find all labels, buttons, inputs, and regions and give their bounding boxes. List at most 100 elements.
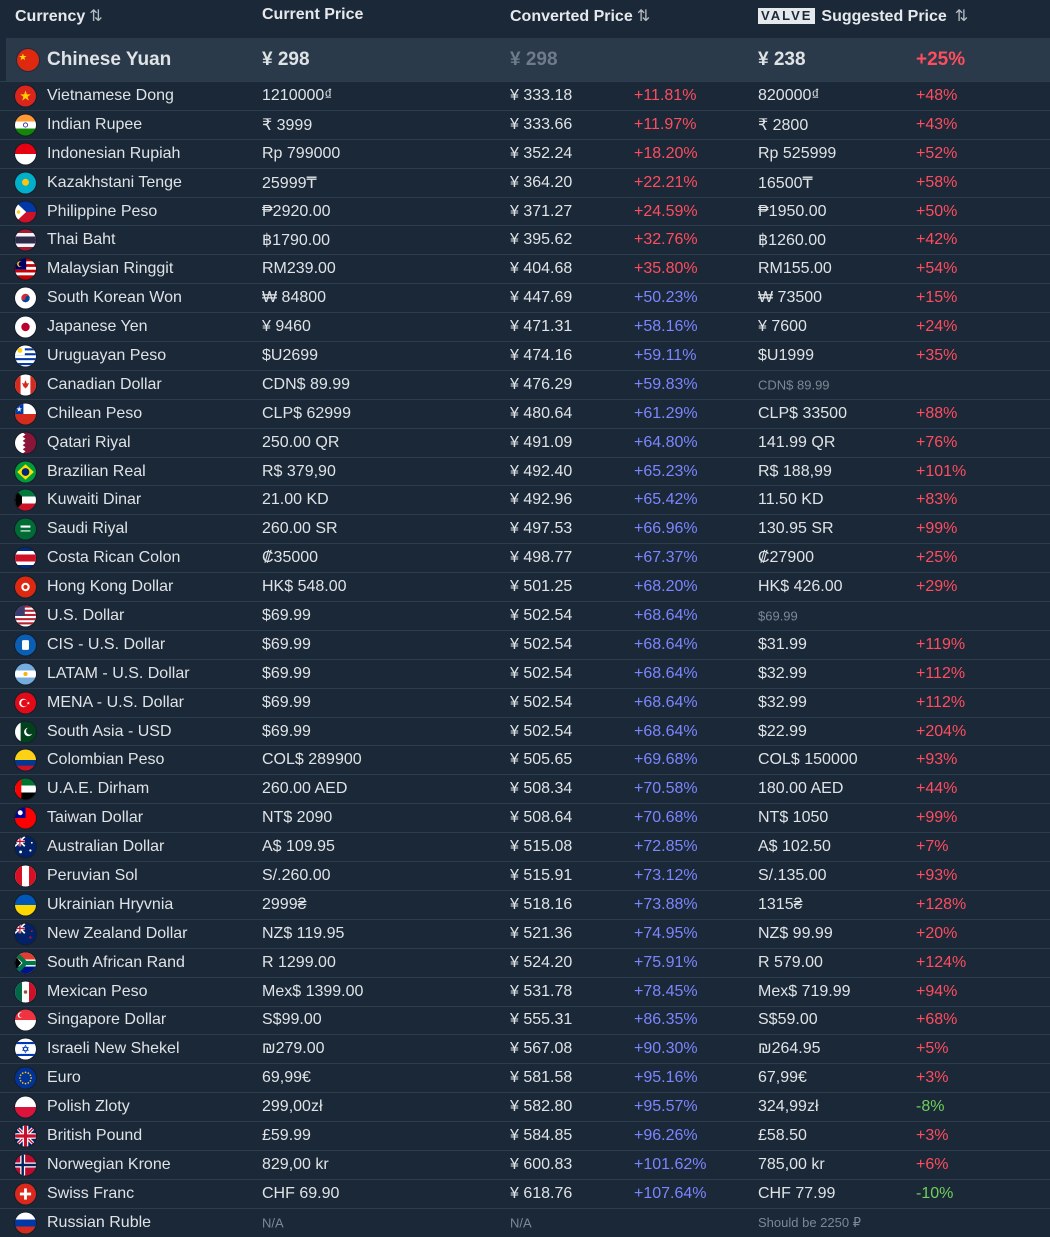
suggested-price-column-header[interactable]: VALVE Suggested Price ⇅ bbox=[758, 6, 968, 26]
currency-row[interactable]: Indonesian Rupiah Rp 799000 ¥ 352.24 +18.20… bbox=[0, 138, 1050, 168]
converted-price: ¥ 502.54 bbox=[510, 635, 573, 653]
currency-row[interactable]: Kazakhstani Tenge 25999₸ ¥ 364.20 +22.21% 16… bbox=[0, 167, 1050, 197]
converted-diff-percent: +107.64% bbox=[634, 1184, 707, 1202]
converted-diff-percent: +90.30% bbox=[634, 1040, 698, 1058]
converted-price: ¥ 476.29 bbox=[510, 375, 573, 393]
currency-row[interactable]: Uruguayan Peso $U2699 ¥ 474.16 +59.11% $U199… bbox=[0, 341, 1050, 370]
currency-row[interactable]: CIS - U.S. Dollar $69.99 ¥ 502.54 +68.64% $3… bbox=[0, 629, 1050, 659]
suggested-price: S/.135.00 bbox=[758, 866, 827, 884]
current-price: $69.99 bbox=[262, 722, 311, 740]
currency-row[interactable]: Brazilian Real R$ 379,90 ¥ 492.40 +65.23% R$… bbox=[0, 456, 1050, 486]
converted-diff-percent: +69.68% bbox=[634, 751, 698, 769]
base-currency-row[interactable]: Chinese Yuan ¥ 298 ¥ 298 ¥ 238 +25% bbox=[6, 38, 1050, 81]
suggested-header-label: Suggested Price bbox=[821, 8, 947, 25]
currency-row[interactable]: Euro 69,99€ ¥ 581.58 +95.16% 67,99€ +3% bbox=[0, 1063, 1050, 1092]
th-flag-icon bbox=[15, 229, 36, 251]
currency-row[interactable]: Kuwaiti Dinar 21.00 KD ¥ 492.96 +65.42% 11.5… bbox=[0, 485, 1050, 514]
suggested-price: A$ 102.50 bbox=[758, 838, 831, 856]
ae-flag-icon bbox=[15, 778, 36, 800]
pe-flag-icon bbox=[15, 865, 36, 887]
suggested-price: $U1999 bbox=[758, 346, 815, 364]
converted-price: ¥ 471.31 bbox=[510, 318, 573, 336]
current-price-column-header: Current Price bbox=[262, 6, 364, 23]
currency-row[interactable]: Mexican Peso Mex$ 1399.00 ¥ 531.78 +78.45% M… bbox=[0, 976, 1050, 1006]
currency-name: Malaysian Ringgit bbox=[47, 260, 174, 278]
sort-icon[interactable]: ⇅ bbox=[954, 8, 969, 25]
currency-row[interactable]: Australian Dollar A$ 109.95 ¥ 515.08 +72.85… bbox=[0, 832, 1050, 861]
currency-row[interactable]: Thai Baht ฿1790.00 ¥ 395.62 +32.76% ฿1260.00… bbox=[0, 225, 1050, 254]
suggested-price: ฿1260.00 bbox=[758, 232, 827, 250]
currency-row[interactable]: Indian Rupee ₹ 3999 ¥ 333.66 +11.97% ₹ 2800 +… bbox=[0, 109, 1050, 139]
suggested-percent: +94% bbox=[916, 982, 958, 1000]
currency-row[interactable]: New Zealand Dollar NZ$ 119.95 ¥ 521.36 +74.… bbox=[0, 918, 1050, 948]
currency-row[interactable]: MENA - U.S. Dollar $69.99 ¥ 502.54 +68.64% $… bbox=[0, 687, 1050, 717]
current-price: NZ$ 119.95 bbox=[262, 924, 345, 942]
current-price: ¥ 298 bbox=[262, 48, 310, 70]
currency-column-header[interactable]: Currency ⇅ bbox=[15, 6, 103, 26]
il-flag-icon bbox=[15, 1038, 36, 1060]
suggested-percent: -8% bbox=[916, 1098, 945, 1116]
converted-price: ¥ 395.62 bbox=[510, 231, 573, 249]
converted-price: ¥ 492.40 bbox=[510, 462, 573, 480]
current-price: HK$ 548.00 bbox=[262, 578, 347, 596]
currency-row[interactable]: U.A.E. Dirham 260.00 AED ¥ 508.34 +70.58% 18… bbox=[0, 774, 1050, 803]
currency-name: Saudi Riyal bbox=[47, 520, 128, 538]
suggested-price: ¥ 238 bbox=[758, 48, 806, 70]
currency-row[interactable]: Japanese Yen ¥ 9460 ¥ 471.31 +58.16% ¥ 7600 +… bbox=[0, 312, 1050, 341]
currency-row[interactable]: British Pound £59.99 ¥ 584.85 +96.26% £58.50… bbox=[0, 1121, 1050, 1150]
currency-row[interactable]: Singapore Dollar S$99.00 ¥ 555.31 +86.35% S$… bbox=[0, 1005, 1050, 1035]
currency-row[interactable]: Philippine Peso ₱2920.00 ¥ 371.27 +24.59% ₱1… bbox=[0, 196, 1050, 226]
suggested-percent: +112% bbox=[916, 693, 966, 711]
converted-diff-percent: +68.64% bbox=[634, 635, 698, 653]
currency-row[interactable]: Qatari Riyal 250.00 QR ¥ 491.09 +64.80% 141.… bbox=[0, 427, 1050, 457]
currency-row[interactable]: Polish Zloty 299,00zł ¥ 582.80 +95.57% 324,9… bbox=[0, 1092, 1050, 1121]
currency-name: U.S. Dollar bbox=[47, 606, 125, 624]
currency-row[interactable]: Saudi Riyal 260.00 SR ¥ 497.53 +66.96% 130.9… bbox=[0, 514, 1050, 543]
kr-flag-icon bbox=[15, 287, 36, 309]
converted-price: ¥ 505.65 bbox=[510, 751, 573, 769]
converted-diff-percent: +66.96% bbox=[634, 520, 698, 538]
sort-icon[interactable]: ⇅ bbox=[89, 8, 103, 25]
currency-row[interactable]: Colombian Peso COL$ 289900 ¥ 505.65 +69.68%… bbox=[0, 745, 1050, 774]
currency-name: South Korean Won bbox=[47, 289, 182, 307]
currency-name: Kuwaiti Dinar bbox=[47, 491, 142, 509]
suggested-percent: +25% bbox=[916, 549, 958, 567]
gb-flag-icon bbox=[15, 1125, 36, 1147]
currency-row[interactable]: South Asia - USD $69.99 ¥ 502.54 +68.64% $22… bbox=[0, 716, 1050, 746]
converted-price: ¥ 497.53 bbox=[510, 520, 573, 538]
currency-row[interactable]: Russian Ruble N/A N/A Should be 2250 ₽ bbox=[0, 1207, 1050, 1237]
currency-row[interactable]: Ukrainian Hryvnia 2999₴ ¥ 518.16 +73.88% 131… bbox=[0, 889, 1050, 919]
converted-price: ¥ 584.85 bbox=[510, 1127, 573, 1144]
converted-price: ¥ 502.54 bbox=[510, 693, 573, 711]
converted-price: ¥ 518.16 bbox=[510, 895, 573, 913]
ar-flag-icon bbox=[15, 663, 36, 685]
currency-row[interactable]: Norwegian Krone 829,00 kr ¥ 600.83 +101.62%… bbox=[0, 1149, 1050, 1179]
converted-price-column-header[interactable]: Converted Price ⇅ bbox=[510, 6, 650, 26]
currency-row[interactable]: Hong Kong Dollar HK$ 548.00 ¥ 501.25 +68.20… bbox=[0, 572, 1050, 601]
currency-row[interactable]: Vietnamese Dong 1210000₫ ¥ 333.18 +11.81% 82… bbox=[0, 81, 1050, 110]
current-price: 2999₴ bbox=[262, 895, 307, 913]
converted-diff-percent: +78.45% bbox=[634, 982, 698, 1000]
suggested-percent: +3% bbox=[916, 1127, 949, 1144]
sort-icon[interactable]: ⇅ bbox=[636, 8, 651, 25]
currency-row[interactable]: South Korean Won ₩ 84800 ¥ 447.69 +50.23% ₩ … bbox=[0, 283, 1050, 312]
currency-row[interactable]: Peruvian Sol S/.260.00 ¥ 515.91 +73.12% S/.1… bbox=[0, 861, 1050, 890]
converted-price: ¥ 447.69 bbox=[510, 289, 573, 307]
currency-row[interactable]: Swiss Franc CHF 69.90 ¥ 618.76 +107.64% CHF … bbox=[0, 1178, 1050, 1208]
currency-row[interactable]: Chilean Peso CLP$ 62999 ¥ 480.64 +61.29% CLP… bbox=[0, 398, 1050, 428]
currency-row[interactable]: Israeli New Shekel ₪279.00 ¥ 567.08 +90.30%… bbox=[0, 1034, 1050, 1063]
suggested-percent: +99% bbox=[916, 520, 958, 538]
currency-row[interactable]: South African Rand R 1299.00 ¥ 524.20 +75.9… bbox=[0, 947, 1050, 977]
currency-row[interactable]: U.S. Dollar $69.99 ¥ 502.54 +68.64% $69.99 bbox=[0, 601, 1050, 630]
currency-row[interactable]: Canadian Dollar CDN$ 89.99 ¥ 476.29 +59.83%… bbox=[0, 369, 1050, 399]
currency-row[interactable]: Costa Rican Colon ₡35000 ¥ 498.77 +67.37% ₡2… bbox=[0, 543, 1050, 572]
converted-diff-percent: +61.29% bbox=[634, 404, 698, 422]
currency-name: Australian Dollar bbox=[47, 838, 165, 856]
uy-flag-icon bbox=[15, 345, 36, 367]
currency-row[interactable]: LATAM - U.S. Dollar $69.99 ¥ 502.54 +68.64%… bbox=[0, 658, 1050, 688]
ua-flag-icon bbox=[15, 894, 36, 916]
currency-row[interactable]: Malaysian Ringgit RM239.00 ¥ 404.68 +35.80%… bbox=[0, 254, 1050, 283]
suggested-price: RM155.00 bbox=[758, 260, 832, 278]
table-header: Currency ⇅ Current Price Converted Price ⇅… bbox=[0, 0, 1050, 34]
currency-row[interactable]: Taiwan Dollar NT$ 2090 ¥ 508.64 +70.68% NT$ … bbox=[0, 803, 1050, 832]
